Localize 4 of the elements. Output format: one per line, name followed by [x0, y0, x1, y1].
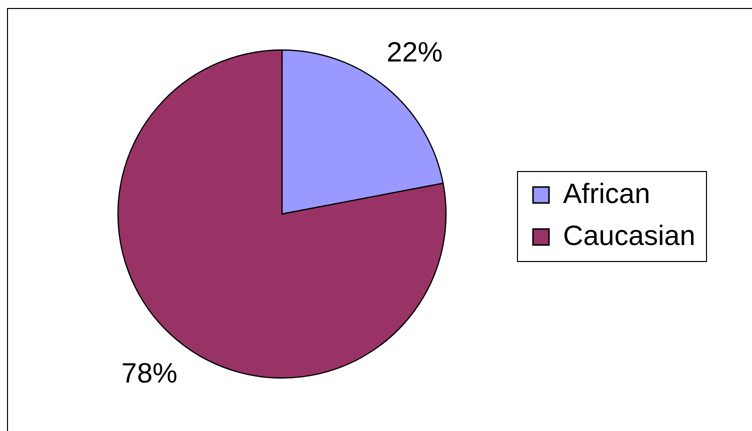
- legend-label: Caucasian: [563, 220, 696, 251]
- data-label: 78%: [121, 357, 178, 388]
- data-label: 22%: [386, 36, 443, 68]
- legend-label: African: [563, 178, 650, 209]
